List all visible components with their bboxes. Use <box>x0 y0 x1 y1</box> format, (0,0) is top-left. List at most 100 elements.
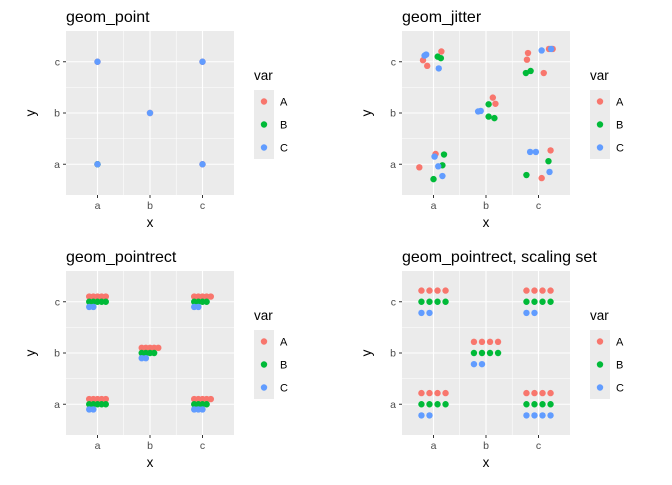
legend-label-b: B <box>280 120 287 132</box>
data-point-a <box>539 389 546 397</box>
data-point-b <box>426 401 433 408</box>
data-point-c <box>94 161 101 168</box>
data-point-c <box>435 163 442 170</box>
data-point-a <box>426 389 433 397</box>
data-point-c <box>477 107 484 115</box>
data-point-c <box>431 153 438 160</box>
x-tick-label: a <box>95 200 101 212</box>
data-point-c <box>426 412 433 419</box>
data-point-a <box>438 48 445 55</box>
data-point-b <box>491 114 498 122</box>
data-point-b <box>485 101 492 108</box>
data-point-b <box>478 349 486 357</box>
data-point-b <box>527 67 534 75</box>
chart-panel-4: geom_pointrect, scaling set a b c a b c x y var AB… <box>359 249 624 470</box>
data-point-b <box>523 298 530 305</box>
x-tick-label: c <box>200 200 205 212</box>
data-point-a <box>489 94 497 101</box>
data-point-c <box>426 309 433 317</box>
data-point-c <box>547 412 554 419</box>
data-point-a <box>486 338 494 346</box>
x-tick-label: c <box>536 440 541 452</box>
data-point-c <box>470 360 478 368</box>
y-tick-label: b <box>54 108 60 120</box>
data-point-b <box>434 298 441 305</box>
data-point-a <box>540 69 547 77</box>
data-point-a <box>539 287 546 294</box>
data-point-a <box>442 389 449 397</box>
data-point-b <box>539 298 546 305</box>
legend-key-b-dot <box>260 361 268 368</box>
legend-label-c: C <box>616 143 624 155</box>
data-point-c <box>546 168 553 176</box>
y-tick-label: c <box>391 56 396 68</box>
y-tick-label: b <box>390 108 396 120</box>
data-point-b <box>434 401 441 408</box>
y-axis-title: y <box>359 349 374 356</box>
y-tick-label: b <box>54 348 60 360</box>
legend-label-b: B <box>280 360 287 372</box>
data-point-b <box>539 401 546 408</box>
data-point-c <box>523 309 530 317</box>
legend: var ABC <box>254 68 288 159</box>
legend-label-c: C <box>280 143 288 155</box>
data-point-b <box>486 349 494 357</box>
legend-label-c: C <box>616 383 624 395</box>
legend-key-a-dot <box>260 338 268 345</box>
data-point-a <box>434 287 441 294</box>
data-point-b <box>470 349 478 357</box>
data-point-c <box>199 161 206 168</box>
data-point-a <box>102 293 109 300</box>
y-tick-label: a <box>390 399 396 411</box>
legend-label-a: A <box>280 97 288 109</box>
data-point-c <box>418 412 425 419</box>
data-point-a <box>424 62 431 70</box>
legend-key-c-dot <box>596 384 604 391</box>
data-point-b <box>547 298 554 305</box>
data-point-b <box>547 401 554 408</box>
data-point-a <box>434 389 441 397</box>
legend-label-b: B <box>616 120 623 132</box>
x-tick-label: c <box>200 440 205 452</box>
data-point-a <box>547 287 554 294</box>
data-point-a <box>524 49 532 57</box>
data-point-a <box>102 395 109 403</box>
data-point-b <box>531 298 538 305</box>
legend: var ABC <box>590 308 624 399</box>
legend-label-a: A <box>616 97 624 109</box>
y-axis-title: y <box>359 109 374 116</box>
data-point-b <box>494 349 502 357</box>
data-point-b <box>150 349 158 357</box>
data-point-c <box>547 45 555 53</box>
data-point-c <box>531 309 538 317</box>
data-point-b <box>442 298 449 305</box>
data-point-a <box>155 344 162 352</box>
legend: var ABC <box>590 68 624 159</box>
legend-key-c-dot <box>260 384 268 391</box>
chart-title: geom_jitter <box>402 9 482 26</box>
data-point-b <box>418 298 425 305</box>
chart-title: geom_pointrect <box>66 249 177 266</box>
data-point-c <box>422 51 430 58</box>
data-point-b <box>102 298 109 305</box>
data-point-c <box>526 148 534 156</box>
data-point-b <box>523 171 530 179</box>
data-point-b <box>485 113 492 120</box>
data-point-a <box>523 56 531 63</box>
data-point-c <box>199 406 206 413</box>
y-tick-label: c <box>55 56 60 68</box>
x-axis-title: x <box>147 215 154 230</box>
data-point-c <box>532 148 540 156</box>
legend-key-a-dot <box>596 98 604 105</box>
data-point-a <box>531 389 538 397</box>
legend-key-b-dot <box>596 121 604 128</box>
x-tick-label: a <box>431 440 437 452</box>
data-point-a <box>494 338 502 346</box>
data-point-c <box>478 360 486 368</box>
legend-title: var <box>590 68 609 83</box>
data-point-b <box>545 157 552 165</box>
data-point-a <box>416 164 423 171</box>
y-tick-label: a <box>390 159 396 171</box>
x-tick-label: c <box>536 200 541 212</box>
y-tick-label: a <box>54 159 60 171</box>
